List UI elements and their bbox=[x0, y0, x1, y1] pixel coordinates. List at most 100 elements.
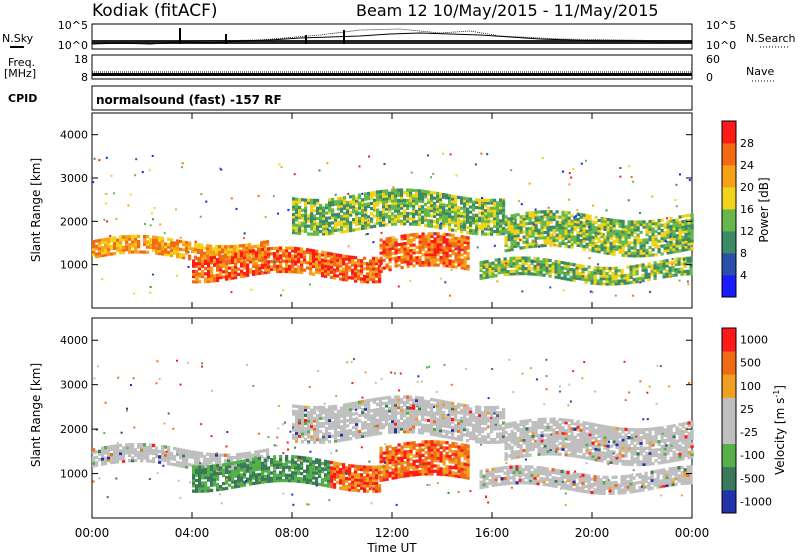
heatmap-cell bbox=[213, 480, 217, 484]
heatmap-cell bbox=[567, 219, 571, 223]
heatmap-cell bbox=[671, 266, 675, 270]
heatmap-cell bbox=[282, 478, 286, 483]
heatmap-cell bbox=[349, 205, 353, 209]
heatmap-cell bbox=[134, 234, 138, 238]
heatmap-cell bbox=[445, 209, 449, 213]
heatmap-cell bbox=[379, 454, 383, 458]
heatmap-cell bbox=[466, 267, 470, 271]
heatmap-cell bbox=[369, 484, 373, 488]
heatmap-cell bbox=[481, 224, 485, 228]
heatmap-cell bbox=[479, 263, 483, 267]
heatmap-cell bbox=[313, 438, 317, 442]
heatmap-cell bbox=[355, 430, 359, 434]
heatmap-cell bbox=[418, 451, 422, 455]
heatmap-cell bbox=[336, 467, 340, 471]
heatmap-cell bbox=[493, 216, 497, 221]
heatmap-cell bbox=[351, 271, 355, 275]
heatmap-cell bbox=[403, 408, 407, 412]
heatmap-cell bbox=[245, 454, 249, 458]
heatmap-cell bbox=[487, 217, 491, 221]
heatmap-cell bbox=[264, 268, 268, 272]
heatmap-cell bbox=[143, 234, 147, 239]
heatmap-cell bbox=[542, 258, 546, 262]
heatmap-cell bbox=[321, 268, 325, 273]
heatmap-cell bbox=[292, 423, 296, 427]
heatmap-cell bbox=[400, 450, 404, 455]
heatmap-cell bbox=[312, 251, 316, 255]
heatmap-cell bbox=[318, 466, 322, 470]
heatmap-cell bbox=[369, 465, 373, 469]
heatmap-cell bbox=[194, 245, 198, 249]
heatmap-cell bbox=[600, 240, 604, 244]
heatmap-cell bbox=[406, 449, 410, 454]
heatmap-speckle bbox=[219, 167, 222, 170]
heatmap-cell bbox=[427, 472, 431, 476]
heatmap-cell bbox=[496, 203, 500, 207]
heatmap-cell bbox=[593, 274, 597, 278]
heatmap-cell bbox=[379, 470, 383, 474]
heatmap-cell bbox=[621, 230, 625, 234]
heatmap-cell bbox=[328, 434, 332, 438]
heatmap-cell bbox=[357, 269, 361, 273]
heatmap-cell bbox=[119, 449, 123, 453]
heatmap-speckle bbox=[120, 234, 123, 237]
heatmap-cell bbox=[521, 256, 525, 260]
heatmap-cell bbox=[243, 263, 247, 268]
heatmap-cell bbox=[195, 489, 199, 493]
heatmap-cell bbox=[318, 260, 322, 264]
heatmap-cell bbox=[370, 419, 374, 423]
heatmap-cell bbox=[621, 253, 625, 257]
heatmap-cell bbox=[621, 232, 625, 236]
heatmap-cell bbox=[110, 247, 114, 251]
heatmap-cell bbox=[310, 222, 314, 226]
heatmap-cell bbox=[686, 269, 690, 273]
heatmap-cell bbox=[310, 413, 314, 418]
heatmap-cell bbox=[251, 453, 255, 457]
heatmap-cell bbox=[316, 414, 320, 418]
heatmap-cell bbox=[379, 197, 383, 201]
heatmap-cell bbox=[225, 476, 229, 480]
heatmap-speckle bbox=[187, 251, 190, 254]
heatmap-cell bbox=[263, 448, 267, 453]
heatmap-cell bbox=[430, 456, 434, 460]
heatmap-cell bbox=[546, 233, 550, 237]
heatmap-cell bbox=[530, 267, 534, 271]
heatmap-cell bbox=[300, 463, 304, 468]
heatmap-cell bbox=[482, 271, 486, 275]
heatmap-cell bbox=[603, 246, 607, 250]
heatmap-cell bbox=[448, 457, 452, 461]
heatmap-cell bbox=[372, 280, 376, 284]
heatmap-cell bbox=[418, 204, 422, 209]
heatmap-cell bbox=[379, 449, 383, 453]
heatmap-cell bbox=[333, 474, 337, 479]
heatmap-cell bbox=[376, 426, 380, 430]
heatmap-cell bbox=[599, 266, 603, 270]
heatmap-cell bbox=[469, 228, 473, 232]
heatmap-speckle bbox=[480, 152, 483, 155]
heatmap-cell bbox=[463, 212, 467, 216]
heatmap-cell bbox=[478, 227, 482, 231]
heatmap-cell bbox=[463, 222, 467, 226]
heatmap-cell bbox=[300, 477, 304, 481]
heatmap-speckle bbox=[589, 290, 592, 293]
heatmap-cell bbox=[510, 242, 514, 246]
heatmap-cell bbox=[469, 231, 473, 235]
heatmap-cell bbox=[343, 406, 347, 410]
heatmap-cell bbox=[312, 272, 316, 276]
heatmap-cell bbox=[409, 411, 413, 415]
heatmap-cell bbox=[479, 261, 483, 265]
heatmap-cell bbox=[519, 215, 523, 219]
heatmap-cell bbox=[309, 481, 313, 485]
heatmap-cell bbox=[131, 443, 135, 447]
heatmap-cell bbox=[412, 430, 416, 434]
heatmap-cell bbox=[355, 435, 359, 440]
heatmap-cell bbox=[267, 466, 271, 470]
heatmap-cell bbox=[448, 238, 452, 242]
heatmap-cell bbox=[668, 269, 672, 273]
heatmap-cell bbox=[397, 422, 401, 426]
heatmap-cell bbox=[219, 471, 223, 475]
heatmap-cell bbox=[267, 474, 271, 478]
heatmap-cell bbox=[400, 445, 404, 449]
heatmap-cell bbox=[496, 224, 500, 228]
heatmap-cell bbox=[128, 445, 132, 450]
